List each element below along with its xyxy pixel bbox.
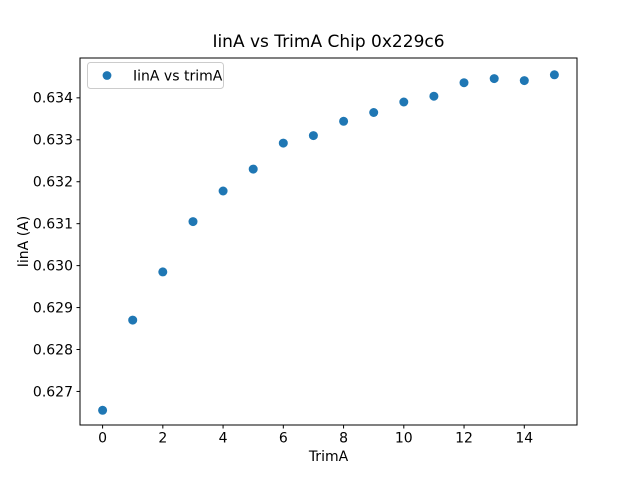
y-ticks: 0.627 0.628 0.629 0.630 0.631 0.632 0.633 0.634 (33, 91, 80, 400)
plot-border (79, 57, 578, 426)
x-tick-label: 2 (158, 431, 167, 447)
data-point (549, 70, 559, 80)
y-tick-label: 0.634 (33, 91, 73, 107)
data-points (98, 70, 559, 415)
x-tick-label: 0 (98, 431, 107, 447)
data-point (519, 76, 529, 86)
legend-marker-icon (102, 71, 112, 80)
data-point (188, 217, 198, 227)
y-tick-label: 0.629 (33, 300, 73, 316)
data-point (218, 186, 228, 196)
data-point (278, 138, 288, 148)
x-tick-label: 6 (279, 431, 288, 447)
chart-title: IinA vs TrimA Chip 0x229c6 (212, 32, 444, 52)
y-axis-label: IinA (A) (16, 216, 32, 267)
data-point (158, 267, 168, 277)
x-tick-label: 10 (395, 431, 413, 447)
data-point (369, 108, 379, 117)
data-point (339, 116, 349, 126)
x-tick-label: 8 (339, 431, 348, 447)
x-tick-label: 4 (219, 431, 228, 447)
data-point (459, 78, 469, 88)
y-tick-label: 0.632 (33, 175, 73, 191)
x-axis-label: TrimA (308, 449, 349, 465)
data-point (429, 91, 439, 101)
data-point (128, 315, 138, 325)
legend-box (87, 62, 224, 89)
data-point (489, 74, 499, 84)
legend: IinA vs trimA (87, 62, 224, 89)
y-tick-label: 0.631 (33, 217, 73, 233)
y-tick-label: 0.630 (33, 259, 73, 275)
x-tick-label: 12 (455, 431, 473, 447)
data-point (399, 97, 409, 107)
x-tick-label: 14 (515, 431, 533, 447)
data-point (308, 131, 318, 141)
y-tick-label: 0.627 (33, 384, 73, 400)
legend-label: IinA vs trimA (133, 68, 223, 84)
data-point (248, 164, 258, 174)
data-point (98, 405, 108, 415)
y-tick-label: 0.628 (33, 342, 73, 358)
x-ticks: 0 2 4 6 8 10 12 14 (98, 425, 533, 447)
y-tick-label: 0.633 (33, 133, 73, 149)
